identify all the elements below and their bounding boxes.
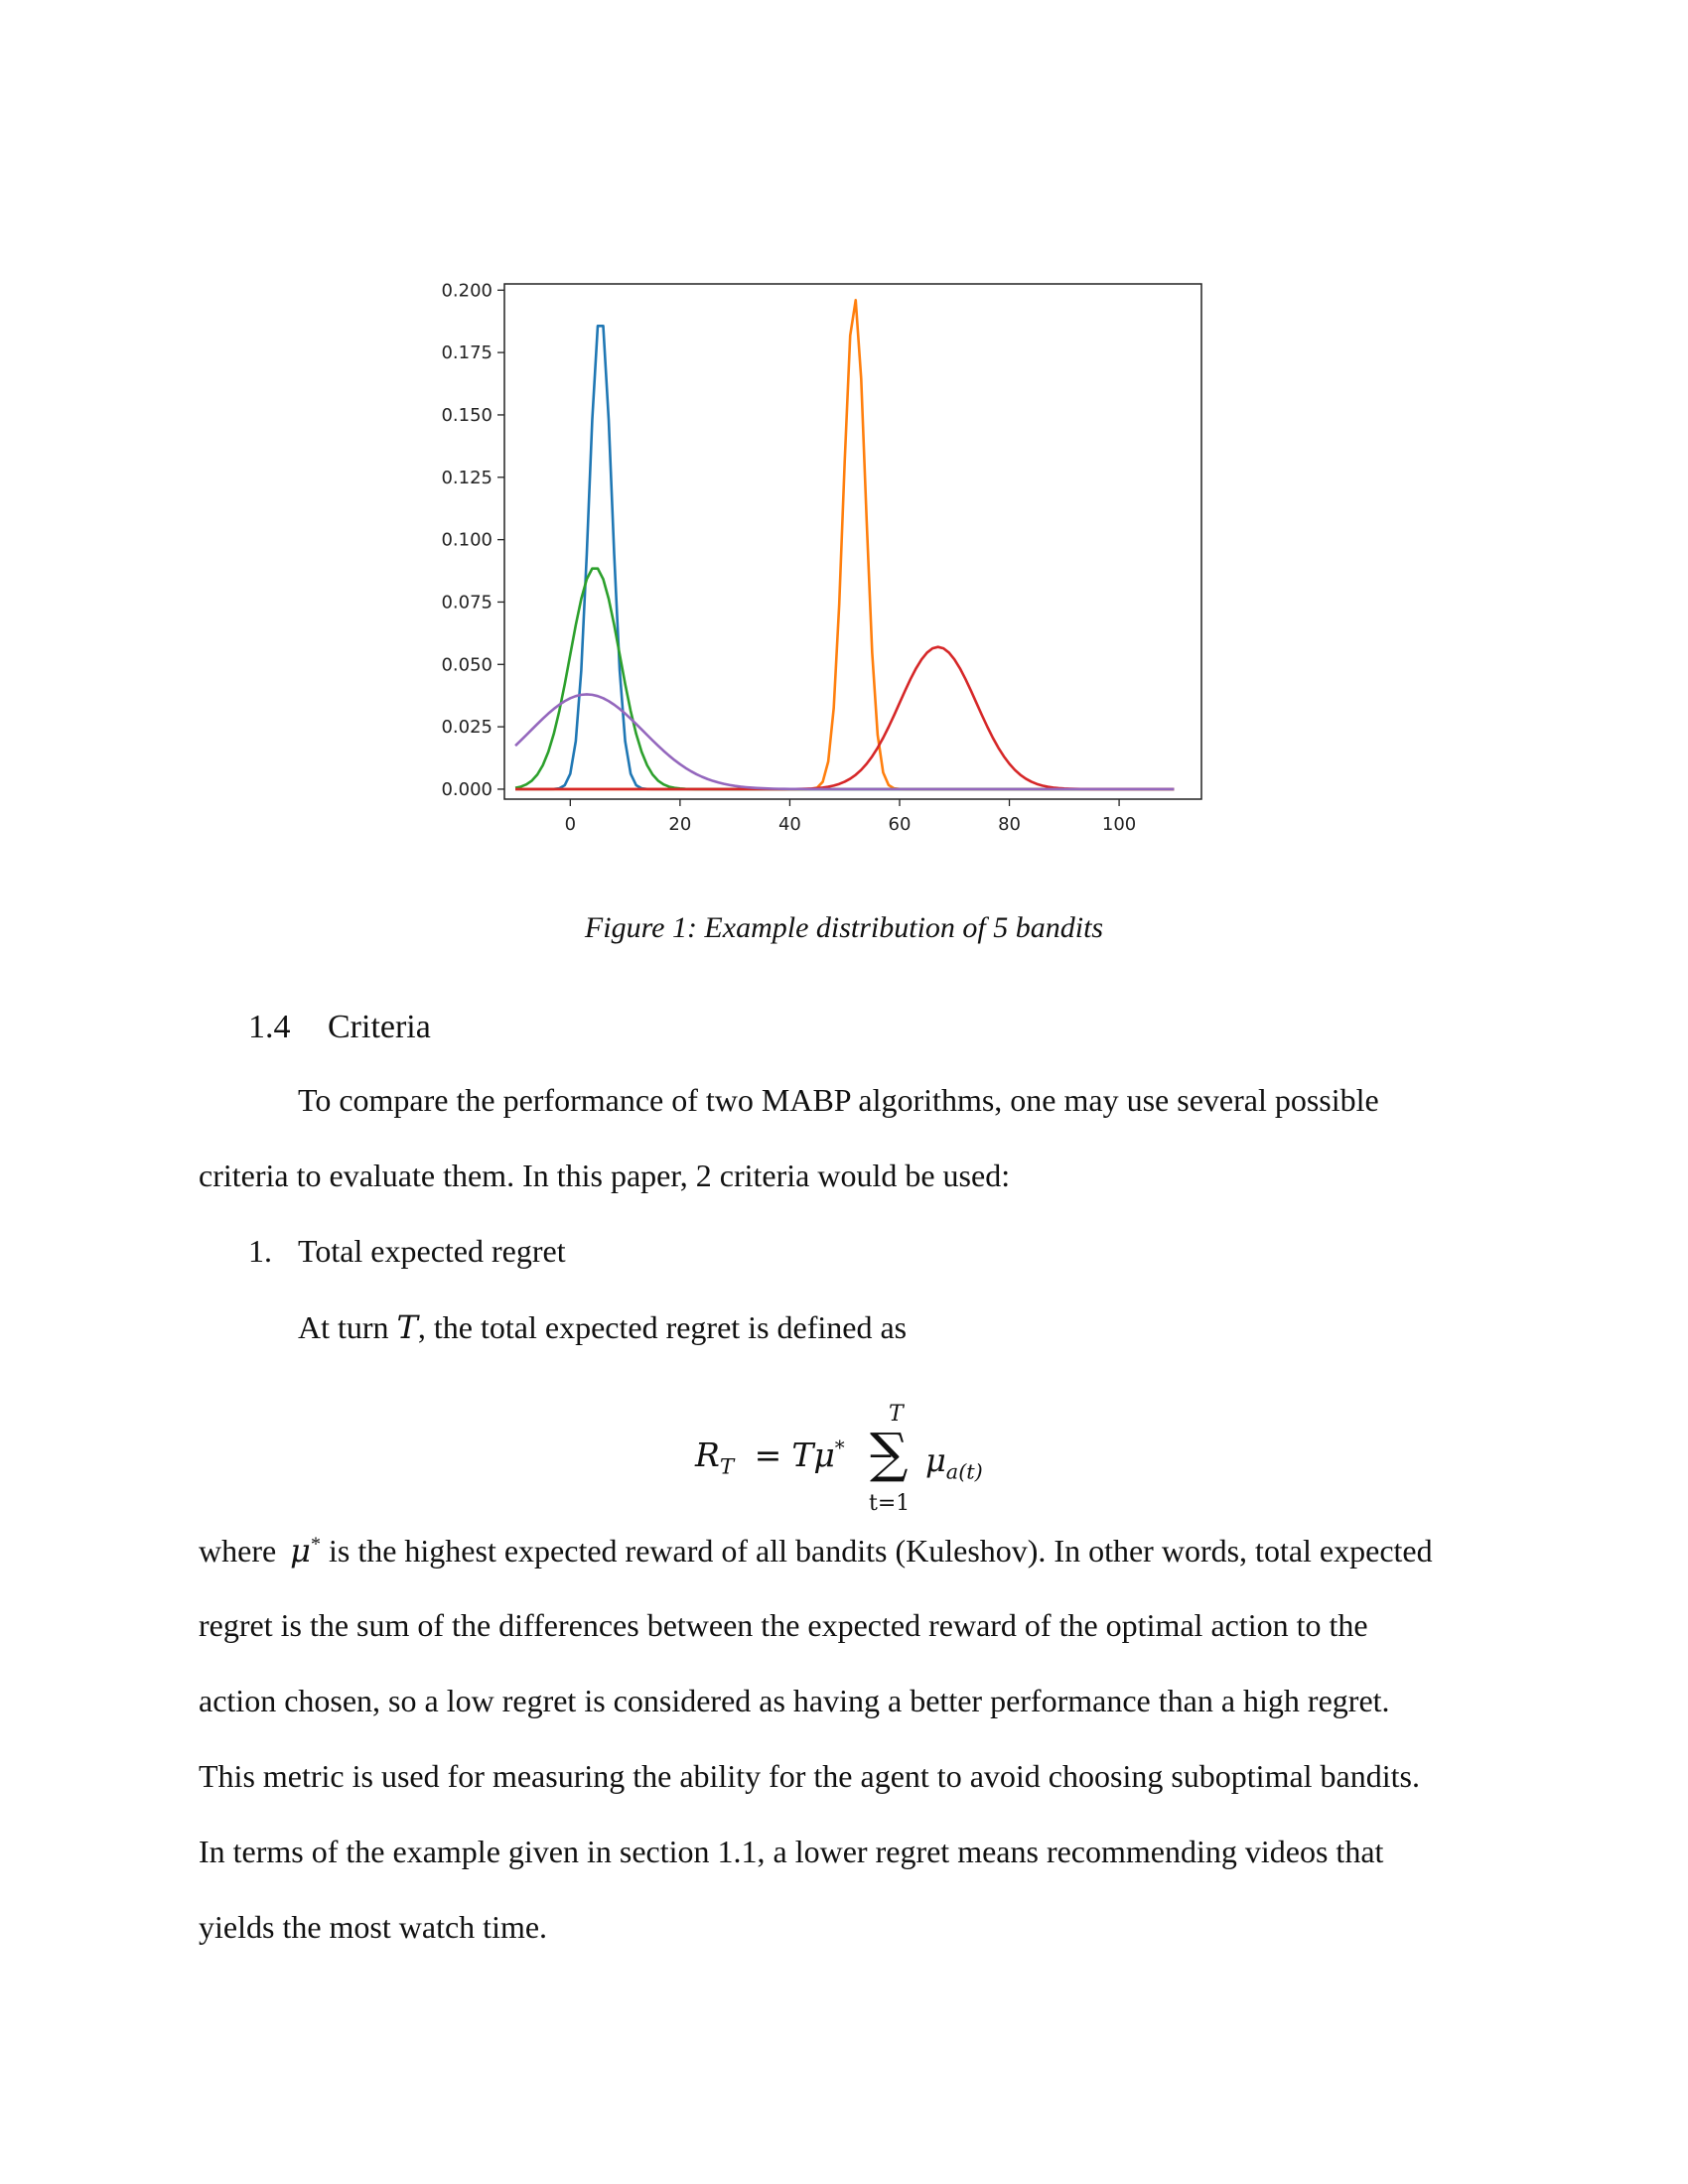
paragraph-line: action chosen, so a low regret is consid…	[199, 1683, 1390, 1718]
definition-suffix: , the total expected regret is defined a…	[417, 1309, 908, 1345]
math-star: *	[310, 1533, 321, 1556]
y-tick-label: 0.175	[441, 342, 492, 363]
series-line-1	[515, 325, 1175, 791]
eq-minus: −	[867, 1435, 895, 1474]
x-axis: 0 20 40 60 80 100	[565, 799, 1136, 835]
figure-caption: Figure 1: Example distribution of 5 band…	[584, 911, 1104, 944]
y-axis: 0.000 0.025 0.050 0.075 0.100 0.125 0.150 0.175…	[441, 280, 504, 800]
x-tick-label: 100	[1102, 814, 1136, 835]
chart-series	[514, 298, 1175, 791]
series-line-4	[515, 645, 1175, 791]
sum-term: μa(t)	[925, 1441, 983, 1483]
sum-upper-limit: T	[889, 1402, 904, 1427]
y-tick-label: 0.075	[441, 592, 492, 613]
plot-frame	[503, 283, 1202, 800]
section-title: Criteria	[328, 1009, 431, 1045]
eq-R: R	[695, 1435, 720, 1474]
paragraph-line: where μ* is the highest expected reward …	[199, 1532, 1433, 1570]
regret-equation: RT = Tμ* − T ∑ t=1 μa(t)	[0, 1400, 1688, 1519]
x-tick-label: 0	[565, 814, 576, 835]
paragraph-line: This metric is used for measuring the ab…	[199, 1758, 1420, 1794]
section-number: 1.4	[248, 1009, 291, 1045]
eq-equals: =	[754, 1435, 782, 1474]
paragraph-line: regret is the sum of the differences bet…	[199, 1607, 1368, 1643]
paragraph-line: To compare the performance of two MABP a…	[298, 1082, 1379, 1118]
math-mu: μ	[290, 1532, 311, 1570]
distribution-chart: 0.000 0.025 0.050 0.075 0.100 0.125 0.150 0.175…	[441, 280, 1202, 835]
series-line-3	[514, 567, 1175, 791]
x-tick-label: 60	[889, 814, 912, 835]
y-tick-label: 0.025	[441, 717, 492, 738]
series-line-5	[514, 693, 1175, 791]
list-item-text: Total expected regret	[298, 1233, 566, 1269]
y-tick-label: 0.100	[441, 530, 492, 551]
equation-lhs: RT = Tμ* −	[695, 1435, 895, 1480]
x-tick-label: 40	[778, 814, 801, 835]
math-variable: T	[396, 1308, 418, 1346]
eq-R-subscript: T	[719, 1454, 735, 1480]
figure: 0.000 0.025 0.050 0.075 0.100 0.125 0.150 0.175…	[417, 268, 1231, 854]
paragraph-line: yields the most watch time.	[199, 1909, 548, 1945]
x-tick-label: 80	[998, 814, 1021, 835]
y-tick-label: 0.125	[441, 468, 492, 488]
eq-T-mu: Tμ	[791, 1435, 835, 1474]
sum-lower-limit: t=1	[869, 1491, 911, 1516]
eq-mu: μ	[925, 1441, 946, 1479]
list-item: 1. Total expected regret	[248, 1233, 566, 1270]
list-item-number: 1.	[248, 1233, 272, 1269]
definition-prefix: At turn	[298, 1309, 397, 1345]
section-heading: 1.4 Criteria	[248, 1009, 431, 1046]
paragraph-line: criteria to evaluate them. In this paper…	[199, 1158, 1011, 1193]
eq-mu-subscript: a(t)	[945, 1459, 983, 1484]
text-where: where	[199, 1533, 285, 1569]
y-tick-label: 0.050	[441, 654, 492, 675]
x-tick-label: 20	[668, 814, 691, 835]
sum-symbol: ∑	[870, 1422, 909, 1484]
y-tick-label: 0.000	[441, 779, 492, 800]
y-tick-label: 0.200	[441, 280, 492, 301]
text-definition: is the highest expected reward of all ba…	[320, 1533, 1433, 1569]
y-tick-label: 0.150	[441, 405, 492, 426]
paragraph-line: In terms of the example given in section…	[199, 1834, 1384, 1869]
definition-line: At turn T, the total expected regret is …	[298, 1308, 907, 1346]
eq-star: *	[834, 1436, 845, 1459]
